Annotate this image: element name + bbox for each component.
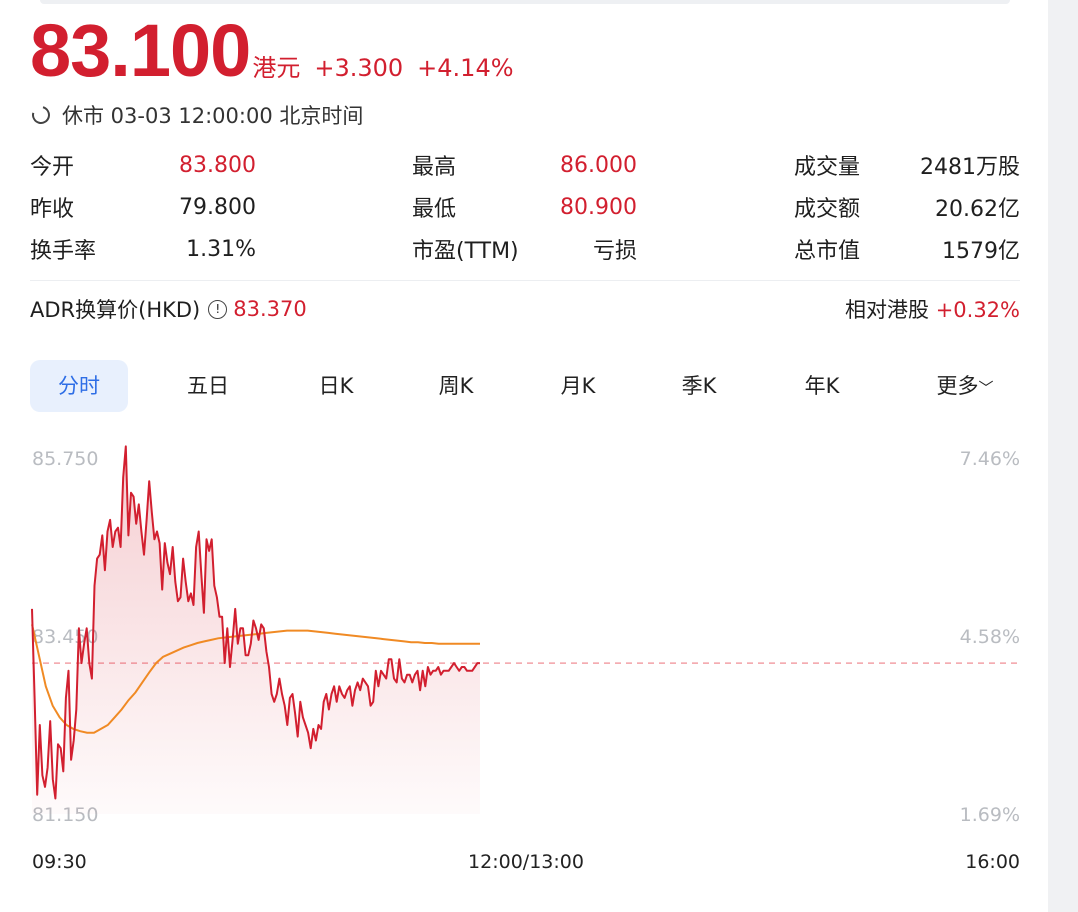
- price-line: [31, 445, 480, 800]
- stat-label: 换手率: [30, 239, 97, 264]
- stat-value-prev-close: 79.800: [179, 194, 256, 220]
- relative-label: 相对港股: [845, 298, 929, 322]
- x-tick-label: 12:00/13:00: [468, 851, 584, 873]
- x-tick-label: 09:30: [32, 851, 87, 873]
- stat-label: 成交量: [794, 155, 861, 180]
- y-tick-label-right: 4.58%: [960, 626, 1020, 648]
- y-tick-label-left: 85.750: [32, 448, 98, 470]
- price-row: 83.100 港元 +3.300 +4.14%: [30, 14, 514, 88]
- stat-value-turnover: 20.62亿: [935, 197, 1020, 222]
- tab-intraday[interactable]: 分时: [30, 360, 128, 412]
- refresh-icon[interactable]: [28, 102, 54, 128]
- divider: [30, 280, 1020, 281]
- y-tick-label-right: 1.69%: [960, 804, 1020, 826]
- adr-value: 83.370: [233, 297, 307, 321]
- stat-label: 市盈(TTM): [412, 239, 519, 264]
- intraday-chart[interactable]: 85.750 7.46%83.450 4.58%81.150 1.69%09:30 12…: [0, 430, 1048, 890]
- top-divider: [40, 0, 1010, 4]
- market-status-text: 休市 03-03 12:00:00 北京时间: [62, 104, 364, 128]
- stat-value-high: 86.000: [560, 152, 637, 178]
- stat-label: 昨收: [30, 197, 75, 222]
- stat-value-low: 80.900: [560, 194, 637, 220]
- stat-label: 总市值: [794, 239, 861, 264]
- stat-value-volume: 2481万股: [920, 155, 1020, 180]
- info-icon[interactable]: !: [208, 299, 228, 319]
- stat-value-turnover-rate: 1.31%: [186, 236, 256, 262]
- y-tick-label-right: 7.46%: [960, 448, 1020, 470]
- stat-value-market-cap: 1579亿: [942, 239, 1020, 264]
- price-change: +3.300: [314, 54, 404, 82]
- adr-price: ADR换算价(HKD) ! 83.370: [30, 294, 307, 324]
- relative-value: +0.32%: [935, 298, 1020, 322]
- stat-label: 今开: [30, 155, 75, 180]
- currency-unit: 港元: [252, 54, 301, 82]
- tab-more-label: 更多: [936, 374, 979, 398]
- last-price: 83.100: [30, 9, 251, 92]
- tab-quarterly-k[interactable]: 季K: [681, 374, 717, 398]
- x-tick-label: 16:00: [965, 851, 1020, 873]
- tab-daily-k[interactable]: 日K: [318, 374, 354, 398]
- relative-premium: 相对港股 +0.32%: [845, 294, 1020, 324]
- market-status: 休市 03-03 12:00:00 北京时间: [28, 100, 364, 130]
- stat-label: 最高: [412, 155, 457, 180]
- adr-label: ADR换算价(HKD): [30, 298, 201, 322]
- stat-value-pe: 亏损: [592, 239, 637, 264]
- y-tick-label-left: 83.450: [32, 626, 98, 648]
- price-change-percent: +4.14%: [417, 54, 514, 82]
- stat-label: 成交额: [794, 197, 861, 222]
- tab-monthly-k[interactable]: 月K: [560, 374, 596, 398]
- tab-more[interactable]: 更多﹀: [910, 360, 1020, 412]
- stat-value-open: 83.800: [179, 152, 256, 178]
- chevron-down-icon: ﹀: [978, 379, 994, 397]
- stat-label: 最低: [412, 197, 457, 222]
- tab-yearly-k[interactable]: 年K: [804, 374, 840, 398]
- tab-weekly-k[interactable]: 周K: [438, 374, 474, 398]
- quote-card: 83.100 港元 +3.300 +4.14% 休市 03-03 12:00:0…: [0, 0, 1048, 912]
- average-price-line: [31, 624, 480, 734]
- tab-five-day[interactable]: 五日: [187, 374, 229, 398]
- chart-tabs: 分时 五日 日K 周K 月K 季K 年K 更多﹀: [30, 360, 1020, 412]
